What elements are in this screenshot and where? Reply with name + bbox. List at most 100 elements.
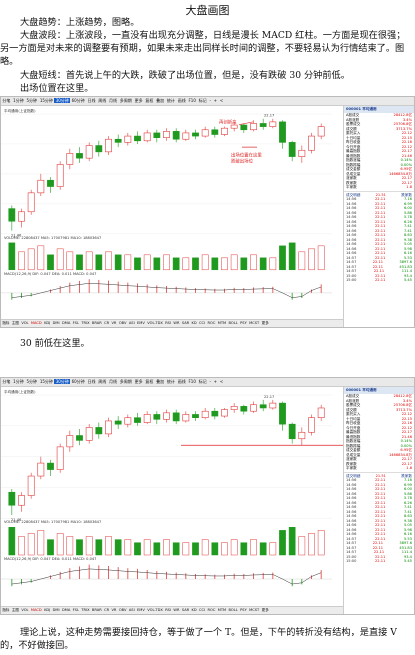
indicator-tab[interactable]: CR: [104, 321, 110, 325]
callout-arrow: [238, 121, 254, 126]
indicator-tab[interactable]: KDJ: [44, 321, 51, 325]
indicator-tab[interactable]: BOLL: [228, 608, 238, 612]
toolbar-tab[interactable]: 月线: [109, 98, 118, 103]
indicator-tab[interactable]: MTM: [217, 608, 227, 612]
indicator-tab[interactable]: TRIX: [81, 608, 90, 612]
indicator-tab[interactable]: KDJ: [44, 608, 51, 612]
indicator-tab[interactable]: DMA: [61, 321, 71, 325]
toolbar-tab[interactable]: 1分钟: [13, 98, 24, 103]
dif-line: [11, 283, 322, 298]
toolbar-tab[interactable]: 5分钟: [26, 98, 38, 103]
toolbar-tab[interactable]: 周线: [98, 98, 107, 103]
toolbar-tab[interactable]: 多周期: [119, 379, 132, 384]
indicator-tab[interactable]: BRAR: [91, 321, 102, 325]
toolbar-tab[interactable]: 多周期: [119, 98, 132, 103]
indicator-tab[interactable]: SAR: [181, 321, 190, 325]
indicator-tab[interactable]: ROC: [207, 321, 216, 325]
indicator-tab[interactable]: PSY: [240, 608, 247, 612]
indicator-tab[interactable]: OBV: [118, 608, 127, 612]
indicator-tab[interactable]: CCI: [199, 608, 206, 612]
indicator-tab[interactable]: VOL: [21, 321, 29, 325]
indicator-tab[interactable]: SAR: [181, 608, 190, 612]
toolbar-tab[interactable]: 统计: [166, 379, 175, 384]
indicator-tab[interactable]: ROC: [207, 608, 216, 612]
toolbar-tab[interactable]: 60分钟: [71, 98, 85, 103]
toolbar-tab[interactable]: F10: [188, 98, 196, 103]
toolbar-tab[interactable]: 更多: [134, 98, 143, 103]
indicator-tab[interactable]: 指标: [2, 608, 10, 612]
indicator-tab[interactable]: EMV: [137, 608, 145, 612]
indicator-tab[interactable]: MCST: [249, 321, 260, 325]
toolbar-tab[interactable]: +: [213, 98, 218, 103]
indicator-tab[interactable]: 更多: [261, 608, 269, 612]
toolbar-tab[interactable]: 统计: [166, 98, 175, 103]
indicator-tab[interactable]: MACD: [30, 608, 42, 612]
toolbar-tab[interactable]: 标记: [198, 379, 207, 384]
toolbar-tab[interactable]: +: [213, 379, 218, 384]
indicator-tab[interactable]: DMA: [61, 608, 71, 612]
toolbar-tab[interactable]: 15分钟: [39, 98, 53, 103]
toolbar-tab[interactable]: 画线: [177, 379, 186, 384]
toolbar-tab[interactable]: 30分钟: [54, 98, 71, 103]
toolbar-tab[interactable]: 5分钟: [26, 379, 38, 384]
tape-cell: 22.11: [375, 278, 386, 282]
toolbar-tab[interactable]: 标记: [198, 98, 207, 103]
toolbar-tab[interactable]: 15分钟: [39, 379, 53, 384]
toolbar-tab[interactable]: 分笔: [2, 379, 11, 384]
candle-body: [18, 495, 25, 506]
indicator-tab[interactable]: TRIX: [81, 321, 90, 325]
indicator-tab[interactable]: VOL-TDX: [147, 321, 163, 325]
toolbar-tab[interactable]: 日线: [87, 98, 96, 103]
toolbar-tab[interactable]: F10: [188, 379, 196, 384]
toolbar-tab[interactable]: 叠加: [156, 98, 165, 103]
indicator-tab[interactable]: VR: [111, 608, 117, 612]
toolbar-tab[interactable]: -: [209, 98, 211, 103]
indicator-tab[interactable]: 主图: [11, 321, 19, 325]
indicator-tab[interactable]: WR: [173, 608, 180, 612]
indicator-tab[interactable]: MTM: [217, 321, 227, 325]
indicator-tab[interactable]: RSI: [165, 608, 172, 612]
panel-value: 25706.8亿: [393, 122, 412, 126]
indicator-tab[interactable]: BOLL: [228, 321, 238, 325]
indicator-tab[interactable]: OBV: [118, 321, 127, 325]
indicator-tab[interactable]: 主图: [11, 608, 19, 612]
toolbar-tab[interactable]: 分笔: [2, 98, 11, 103]
toolbar-tab[interactable]: 月线: [109, 379, 118, 384]
indicator-tab[interactable]: RSI: [165, 321, 172, 325]
indicator-tab[interactable]: VR: [111, 321, 117, 325]
indicator-tab[interactable]: BRAR: [91, 608, 102, 612]
toolbar-tab[interactable]: 复权: [145, 98, 154, 103]
toolbar-tab[interactable]: 日线: [87, 379, 96, 384]
toolbar-tab[interactable]: 1分钟: [13, 379, 24, 384]
indicator-tab[interactable]: 指标: [2, 321, 10, 325]
indicator-tab[interactable]: FSL: [72, 321, 79, 325]
indicator-tab[interactable]: MACD: [30, 321, 42, 325]
indicator-tab[interactable]: CR: [104, 608, 110, 612]
indicator-tab[interactable]: PSY: [240, 321, 247, 325]
indicator-tab[interactable]: DMI: [52, 608, 60, 612]
toolbar-tab[interactable]: 叠加: [156, 379, 165, 384]
indicator-tab[interactable]: WR: [173, 321, 180, 325]
toolbar-tab[interactable]: 30分钟: [54, 379, 71, 384]
toolbar-tab[interactable]: 复权: [145, 379, 154, 384]
indicator-tab[interactable]: ASI: [128, 321, 135, 325]
indicator-tab[interactable]: 更多: [261, 321, 269, 325]
indicator-tab[interactable]: KD: [191, 608, 197, 612]
tape-row: 14:56 22.11 9.38: [346, 238, 412, 243]
toolbar-tab[interactable]: 周线: [98, 379, 107, 384]
toolbar-tab[interactable]: 画线: [177, 98, 186, 103]
indicator-tab[interactable]: FSL: [72, 608, 79, 612]
indicator-tab[interactable]: KD: [191, 321, 197, 325]
indicator-tab[interactable]: VOL: [21, 608, 29, 612]
indicator-tab[interactable]: CCI: [199, 321, 206, 325]
toolbar-tab[interactable]: 60分钟: [71, 379, 85, 384]
toolbar-tab[interactable]: 更多: [134, 379, 143, 384]
indicator-tab[interactable]: VOL-TDX: [147, 608, 163, 612]
toolbar-tab[interactable]: -: [209, 379, 211, 384]
indicator-tab[interactable]: EMV: [137, 321, 145, 325]
indicator-tab[interactable]: DMI: [52, 321, 60, 325]
indicator-tab[interactable]: ASI: [128, 608, 135, 612]
toolbar-tab[interactable]: <: [219, 98, 224, 103]
toolbar-tab[interactable]: <: [219, 379, 224, 384]
indicator-tab[interactable]: MCST: [249, 608, 260, 612]
